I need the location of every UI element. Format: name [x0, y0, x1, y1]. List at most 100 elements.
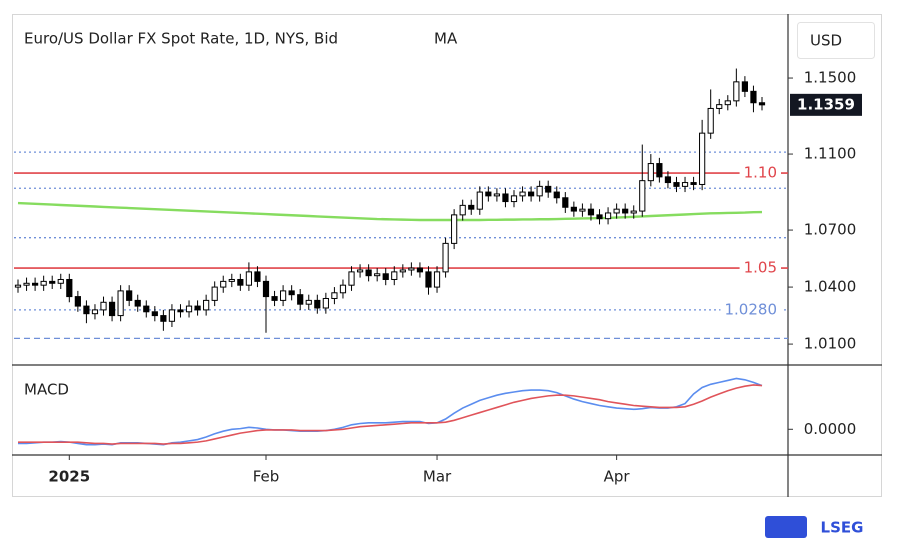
candle-body	[673, 182, 680, 187]
candle-body	[502, 193, 509, 203]
x-tick-label: Mar	[423, 468, 452, 486]
level-label: 1.0280	[725, 300, 778, 318]
candle-body	[57, 278, 64, 284]
candle-body	[528, 191, 535, 197]
candle-body	[433, 271, 441, 288]
candle-body	[451, 214, 458, 244]
x-tick-label: Apr	[604, 468, 631, 486]
candle-body	[647, 163, 654, 182]
candle-body	[211, 286, 218, 301]
candle-body	[14, 284, 22, 288]
y-tick-label: 1.0100	[804, 335, 857, 353]
candle-body	[262, 280, 270, 298]
candle-body	[237, 278, 244, 286]
candle-body	[91, 309, 99, 315]
x-tick-label: Feb	[253, 468, 280, 486]
candle-body	[108, 301, 116, 317]
level-label-bg	[720, 298, 781, 321]
candle-body	[664, 176, 672, 184]
currency-box	[797, 22, 875, 59]
candle-body	[382, 273, 389, 280]
candle-body	[374, 273, 381, 277]
candle-body	[245, 271, 252, 286]
candle-body	[314, 299, 321, 309]
candle-body	[49, 280, 56, 284]
candle-body	[707, 107, 714, 134]
candle-body	[254, 271, 261, 282]
candle-body	[519, 191, 526, 197]
candle-body	[545, 185, 552, 193]
candle-body	[356, 269, 364, 273]
y-tick-label: 1.1500	[804, 69, 857, 87]
candle-body	[331, 292, 338, 299]
logo: LSEG	[765, 516, 863, 538]
candle-body	[143, 305, 150, 313]
candle-body	[220, 280, 227, 288]
candle-body	[570, 206, 577, 212]
candle-body	[656, 163, 663, 178]
y-tick-label: 1.1100	[804, 145, 857, 163]
y-tick-label: 1.0400	[804, 278, 857, 296]
candle-body	[117, 290, 124, 317]
candle-body	[134, 299, 141, 307]
logo-mark	[765, 516, 807, 538]
candle-body	[493, 193, 500, 197]
y-tick-label: 0.0000	[804, 420, 857, 438]
candle-body	[681, 182, 689, 187]
last-price-label: 1.1359	[797, 95, 855, 113]
panel: 1.1500 1.1100 1.0700 1.0400 1.0100 1.10 1.05 1.…	[14, 68, 862, 486]
series-line	[17, 201, 763, 222]
last-price-box	[790, 93, 862, 116]
panel: 0.0000	[18, 377, 857, 446]
candle-body	[468, 204, 475, 210]
indicator-title: MACD	[24, 381, 69, 399]
candle-body	[724, 100, 731, 106]
candle-body	[74, 296, 81, 307]
candle-body	[348, 271, 355, 286]
candle-body	[160, 315, 167, 322]
candle-body	[151, 311, 158, 317]
candle-body	[280, 290, 287, 301]
candle-body	[168, 309, 176, 322]
candle-body	[32, 282, 39, 286]
candle-body	[23, 282, 30, 286]
candle-body	[339, 284, 347, 294]
candle-body	[604, 212, 612, 220]
candle-body	[203, 299, 210, 311]
candle-body	[66, 278, 73, 298]
candle-body	[733, 81, 740, 102]
candle-body	[100, 301, 107, 311]
candle-body	[536, 185, 543, 197]
candle-body	[485, 191, 492, 197]
level-label-bg	[739, 257, 781, 280]
candle-body	[579, 208, 586, 212]
level-label: 1.05	[744, 259, 777, 277]
series-line	[18, 384, 763, 445]
y-tick-label: 1.0700	[804, 221, 857, 239]
candle-body	[297, 294, 304, 305]
candle-body	[322, 297, 329, 309]
level-label: 1.10	[744, 164, 777, 182]
candle-body	[425, 271, 432, 288]
candle-body	[228, 278, 235, 282]
chart-title: Euro/US Dollar FX Spot Rate, 1D, NYS, Bi…	[24, 30, 338, 48]
candle-body	[288, 290, 295, 296]
candle-body	[613, 208, 620, 214]
candle-body	[630, 210, 637, 214]
candle-body	[271, 296, 278, 301]
candle-body	[185, 305, 193, 313]
logo-text: LSEG	[821, 519, 864, 537]
candle-body	[553, 191, 560, 199]
candle-body	[596, 214, 603, 220]
candle-body	[177, 309, 184, 313]
legend-entry: MA	[434, 30, 458, 48]
candle-body	[416, 267, 424, 273]
candle-body	[741, 81, 748, 92]
candle-body	[750, 90, 757, 104]
candle-body	[83, 305, 90, 315]
candle-body	[716, 104, 723, 109]
candle-body	[194, 305, 201, 311]
candle-body	[399, 269, 406, 273]
x-tick-label: 2025	[48, 468, 90, 486]
